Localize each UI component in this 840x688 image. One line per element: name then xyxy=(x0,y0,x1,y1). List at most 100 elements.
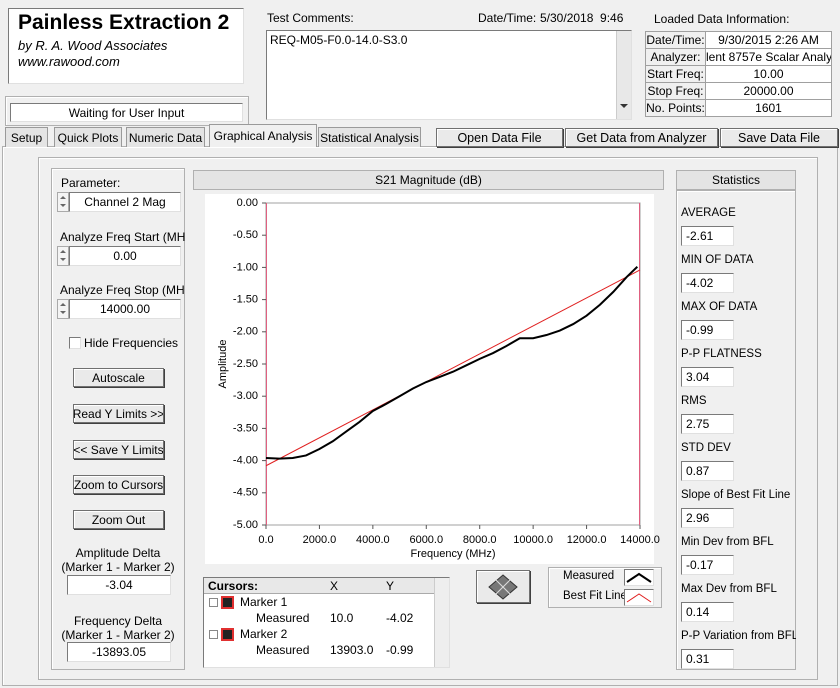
marker-x: 13903.0 xyxy=(330,643,374,657)
stat-value: 0.87 xyxy=(681,461,734,481)
info-label: Stop Freq: xyxy=(645,82,706,100)
button[interactable]: Autoscale xyxy=(73,368,164,387)
stop[interactable]: 14000.00 xyxy=(69,299,181,319)
series-line xyxy=(265,266,639,460)
stat-value: 3.04 xyxy=(681,367,734,387)
stat-label: AVERAGE xyxy=(681,207,736,219)
left-panel xyxy=(51,168,185,670)
stat-label: MIN OF DATA xyxy=(681,254,754,266)
marker-icon xyxy=(221,596,234,609)
tree-toggle[interactable] xyxy=(209,598,218,607)
y-tick-label: -2.00 xyxy=(233,326,258,338)
button[interactable]: Zoom Out xyxy=(73,510,164,529)
y-tick-label: -4.00 xyxy=(233,455,258,467)
stat-value: 2.75 xyxy=(681,414,734,434)
button[interactable]: Read Y Limits >> xyxy=(73,404,164,423)
tab[interactable]: Statistical Analysis xyxy=(318,127,421,147)
tab[interactable]: Quick Plots xyxy=(54,127,122,147)
spinner-up xyxy=(60,303,66,306)
x-tick-label: 6000.0 xyxy=(409,534,443,546)
stat-value: 0.14 xyxy=(681,602,734,622)
x-axis-label: Frequency (MHz) xyxy=(411,548,496,560)
scroll-arrow xyxy=(620,104,628,108)
comments-label: Test Comments: xyxy=(267,11,354,25)
y-axis-label: Amplitude xyxy=(217,340,229,389)
y-tick-label: -5.00 xyxy=(233,519,258,531)
info-value: 10.00 xyxy=(705,65,832,83)
cursor-header: Cursors: xyxy=(208,579,259,593)
datetime: 5/30/2018 9:46 xyxy=(540,11,624,25)
info-label: Date/Time: xyxy=(645,31,706,49)
plot-border xyxy=(265,202,641,526)
stats-title: Statistics xyxy=(676,170,796,190)
marker-name: Marker 1 xyxy=(240,595,288,609)
stat-label: Slope of Best Fit Line xyxy=(681,489,791,501)
stat-label: RMS xyxy=(681,395,707,407)
y-tick-label: -4.50 xyxy=(233,487,258,499)
marker-icon xyxy=(221,628,234,641)
y-tick-label: -3.50 xyxy=(233,422,258,434)
stat-value: 2.96 xyxy=(681,508,734,528)
spinner-up xyxy=(60,196,66,199)
parameter[interactable]: Channel 2 Mag xyxy=(69,192,181,212)
spinner-up xyxy=(60,250,66,253)
status: Waiting for User Input xyxy=(10,103,243,122)
stat-label: Min Dev from BFL xyxy=(681,536,774,548)
spinner xyxy=(57,192,69,212)
stat-value: 0.31 xyxy=(681,649,734,669)
chart: 0.00 -0.50 -1.00 -1.50 -2.00 -2.50 -3.00 -3.50 -… xyxy=(217,197,660,560)
spinner-down xyxy=(60,311,66,314)
y-tick-label: -1.50 xyxy=(233,294,258,306)
button[interactable]: Save Data File xyxy=(720,128,838,147)
x-tick-label: 14000.0 xyxy=(620,534,660,546)
button[interactable]: Open Data File xyxy=(436,128,563,147)
legend-label: Measured xyxy=(563,570,615,582)
amp-delta: -3.04 xyxy=(67,575,171,595)
info-value: lent 8757e Scalar Analyz xyxy=(705,48,832,66)
spinner-down xyxy=(60,204,66,207)
stat-value: -4.02 xyxy=(681,273,734,293)
info-value: 1601 xyxy=(705,99,832,117)
series-line xyxy=(265,269,641,467)
button[interactable]: Zoom to Cursors xyxy=(73,475,164,494)
button[interactable]: Get Data from Analyzer xyxy=(565,128,718,147)
start-label: Analyze Freq Start (MHz) xyxy=(60,230,185,244)
info-value: 20000.00 xyxy=(705,82,832,100)
marker-y: -4.02 xyxy=(386,611,414,625)
checkbox[interactable] xyxy=(69,337,81,349)
inner-panel xyxy=(38,157,818,680)
hide-frequencies: Hide Frequencies xyxy=(84,336,179,350)
info-label: Analyzer: xyxy=(645,48,706,66)
datetime-label: Date/Time: xyxy=(478,11,537,25)
tree-toggle[interactable] xyxy=(209,630,218,639)
comments-box[interactable] xyxy=(266,30,632,120)
freq-delta-label: Frequency Delta xyxy=(73,613,163,628)
spinner xyxy=(57,246,69,266)
legend-swatch[interactable] xyxy=(624,569,654,586)
marker-plot: Measured xyxy=(256,611,310,625)
tab[interactable]: Setup xyxy=(5,127,48,147)
legend-swatch[interactable] xyxy=(624,589,654,606)
info-label: No. Points: xyxy=(645,99,706,117)
x-tick-label: 0.0 xyxy=(258,534,273,546)
y-tick-label: -0.50 xyxy=(233,229,258,241)
tab[interactable]: Numeric Data xyxy=(126,127,205,147)
tab[interactable]: Graphical Analysis xyxy=(209,124,317,147)
amp-delta-label: (Marker 1 - Marker 2) xyxy=(61,559,175,574)
y-tick-label: -2.50 xyxy=(233,358,258,370)
info-label: Start Freq: xyxy=(645,65,706,83)
chart-title: S21 Magnitude (dB) xyxy=(193,170,664,190)
y-tick-label: 0.00 xyxy=(237,197,258,209)
company: by R. A. Wood Associates xyxy=(18,38,168,53)
button[interactable]: << Save Y Limits xyxy=(73,440,164,459)
stat-label: STD DEV xyxy=(681,442,731,454)
comments-text: REQ-M05-F0.0-14.0-S3.0 xyxy=(270,33,408,47)
start[interactable]: 0.00 xyxy=(69,246,181,266)
x-tick-label: 4000.0 xyxy=(356,534,390,546)
stat-value: -0.17 xyxy=(681,555,734,575)
stat-value: -0.99 xyxy=(681,320,734,340)
stat-label: MAX OF DATA xyxy=(681,301,758,313)
diamond-button[interactable] xyxy=(476,570,530,603)
stats-panel xyxy=(676,190,796,670)
